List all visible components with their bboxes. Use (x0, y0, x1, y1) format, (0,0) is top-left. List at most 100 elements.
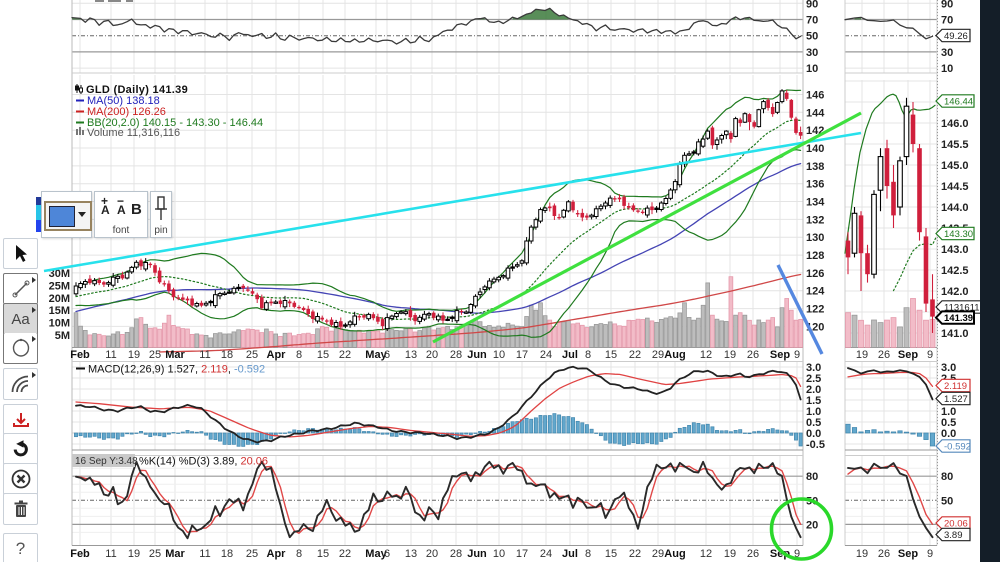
svg-text:30M: 30M (49, 268, 70, 280)
svg-text:126: 126 (806, 268, 824, 280)
svg-text:25: 25 (149, 349, 161, 361)
svg-text:6: 6 (384, 349, 390, 361)
svg-text:145.0: 145.0 (941, 160, 969, 172)
svg-text:22: 22 (339, 548, 351, 560)
svg-text:145.5: 145.5 (941, 139, 969, 151)
svg-text:2.5: 2.5 (806, 373, 821, 385)
svg-text:1.0: 1.0 (806, 406, 821, 418)
svg-text:Jul: Jul (562, 548, 578, 560)
svg-text:18: 18 (221, 548, 233, 560)
svg-text:Aug: Aug (664, 548, 685, 560)
svg-text:15: 15 (317, 548, 329, 560)
svg-text:Jul: Jul (562, 349, 578, 361)
svg-text:25: 25 (246, 349, 258, 361)
svg-text:29: 29 (652, 548, 664, 560)
svg-text:2.119: 2.119 (944, 381, 967, 392)
svg-text:MACD(12,26,9) 1.527, 2.119, -0: MACD(12,26,9) 1.527, 2.119, -0.592 (88, 364, 265, 376)
svg-text:Sep: Sep (770, 548, 790, 560)
svg-text:Feb: Feb (70, 349, 90, 361)
svg-text:Jun: Jun (467, 548, 487, 560)
svg-text:10: 10 (493, 548, 505, 560)
svg-text:20: 20 (426, 548, 438, 560)
svg-text:Apr: Apr (267, 548, 287, 560)
svg-text:10M: 10M (49, 318, 70, 330)
svg-text:10: 10 (493, 349, 505, 361)
svg-text:Feb: Feb (70, 548, 90, 560)
svg-text:142.0: 142.0 (941, 286, 969, 298)
svg-text:25: 25 (149, 548, 161, 560)
svg-text:144.5: 144.5 (941, 181, 969, 193)
svg-text:BB(20,2.0) 140.15 - 143.30 - 1: BB(20,2.0) 140.15 - 143.30 - 146.44 (87, 117, 263, 129)
svg-text:Mar: Mar (165, 548, 185, 560)
svg-text:132: 132 (806, 214, 824, 226)
svg-text:Volume 11,316,116: Volume 11,316,116 (87, 127, 180, 139)
svg-text:0.0: 0.0 (941, 428, 956, 440)
svg-text:8: 8 (585, 349, 591, 361)
svg-text:2.0: 2.0 (806, 384, 821, 396)
svg-text:9: 9 (794, 349, 800, 361)
svg-text:15: 15 (317, 349, 329, 361)
svg-text:30: 30 (806, 47, 818, 59)
svg-text:146: 146 (806, 90, 824, 102)
svg-text:Aug: Aug (664, 349, 685, 361)
svg-text:19: 19 (724, 349, 736, 361)
svg-text:122: 122 (806, 304, 824, 316)
svg-text:%K(14) %D(3) 3.89, 20.06: %K(14) %D(3) 3.89, 20.06 (139, 456, 268, 468)
svg-text:26: 26 (747, 349, 759, 361)
svg-text:Sep: Sep (770, 349, 790, 361)
svg-text:143.30: 143.30 (944, 229, 973, 240)
svg-text:0.0: 0.0 (806, 428, 821, 440)
svg-text:GLD (Daily) 141.39: GLD (Daily) 141.39 (86, 84, 188, 96)
svg-text:9: 9 (794, 548, 800, 560)
svg-text:70: 70 (941, 15, 953, 27)
svg-text:144.0: 144.0 (941, 202, 969, 214)
svg-text:134: 134 (806, 197, 825, 209)
svg-text:28: 28 (450, 548, 462, 560)
svg-text:50: 50 (806, 31, 818, 43)
svg-text:May: May (365, 548, 387, 560)
svg-text:124: 124 (806, 286, 825, 298)
svg-text:28: 28 (450, 349, 462, 361)
svg-text:8: 8 (585, 548, 591, 560)
svg-text:138: 138 (806, 161, 824, 173)
svg-text:-0.592: -0.592 (944, 442, 971, 453)
svg-text:25M: 25M (49, 280, 70, 292)
svg-text:16 Sep Y:3.48: 16 Sep Y:3.48 (75, 456, 138, 467)
svg-text:18: 18 (221, 349, 233, 361)
svg-text:50: 50 (941, 495, 953, 507)
svg-text:19: 19 (128, 349, 140, 361)
svg-text:24: 24 (540, 548, 552, 560)
svg-text:May: May (365, 349, 387, 361)
svg-text:Sep: Sep (898, 349, 918, 361)
svg-text:19: 19 (856, 349, 868, 361)
svg-text:19: 19 (724, 548, 736, 560)
svg-text:0.5: 0.5 (806, 417, 821, 429)
svg-text:11316116: 11316116 (944, 303, 985, 314)
svg-text:Jun: Jun (467, 349, 487, 361)
svg-text:3.0: 3.0 (941, 362, 956, 374)
svg-text:26: 26 (878, 349, 890, 361)
svg-text:70: 70 (806, 15, 818, 27)
svg-text:3.0: 3.0 (806, 362, 821, 374)
svg-text:142.5: 142.5 (941, 265, 969, 277)
svg-text:12: 12 (700, 349, 712, 361)
svg-text:13: 13 (405, 349, 417, 361)
svg-text:9: 9 (927, 349, 933, 361)
svg-text:Sep: Sep (898, 548, 918, 560)
svg-text:Mar: Mar (165, 349, 185, 361)
svg-text:22: 22 (339, 349, 351, 361)
svg-text:3.89: 3.89 (944, 530, 963, 541)
svg-text:130: 130 (806, 232, 824, 244)
svg-text:128: 128 (806, 250, 824, 262)
svg-text:0.5: 0.5 (941, 417, 956, 429)
svg-text:19: 19 (856, 548, 868, 560)
svg-text:141.0: 141.0 (941, 328, 969, 340)
svg-text:20: 20 (426, 349, 438, 361)
svg-text:20.06: 20.06 (944, 519, 968, 530)
svg-text:30: 30 (941, 47, 953, 59)
svg-text:6: 6 (384, 548, 390, 560)
svg-text:49.26: 49.26 (944, 31, 968, 42)
svg-text:143.0: 143.0 (941, 244, 969, 256)
svg-text:80: 80 (806, 471, 818, 483)
svg-text:25: 25 (246, 548, 258, 560)
